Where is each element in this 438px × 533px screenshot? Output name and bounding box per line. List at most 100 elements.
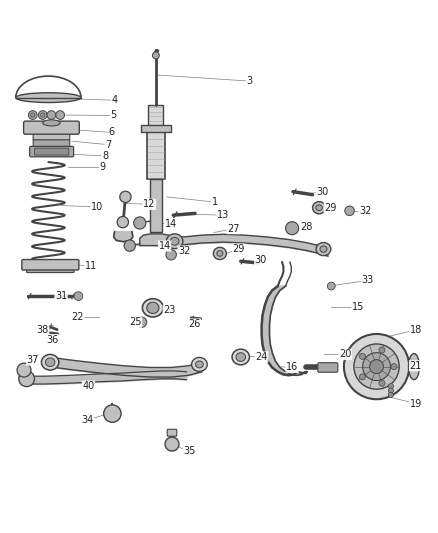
Ellipse shape (195, 361, 203, 368)
Circle shape (389, 388, 393, 393)
Text: 40: 40 (82, 381, 95, 391)
Text: 6: 6 (109, 127, 115, 138)
FancyBboxPatch shape (22, 260, 79, 270)
Circle shape (39, 111, 47, 119)
Circle shape (117, 216, 128, 228)
Text: 22: 22 (71, 312, 84, 321)
Circle shape (120, 191, 131, 203)
Text: 28: 28 (300, 222, 312, 232)
Polygon shape (261, 315, 270, 325)
Text: 38: 38 (37, 325, 49, 335)
Circle shape (47, 111, 56, 119)
Ellipse shape (16, 93, 81, 102)
FancyBboxPatch shape (141, 125, 171, 132)
Circle shape (354, 344, 399, 389)
Text: 12: 12 (143, 199, 155, 209)
Text: 4: 4 (112, 95, 118, 105)
Ellipse shape (236, 353, 246, 361)
Text: 7: 7 (105, 140, 111, 150)
Circle shape (344, 334, 409, 399)
Polygon shape (268, 361, 280, 367)
Polygon shape (294, 372, 305, 375)
Circle shape (74, 292, 83, 301)
Circle shape (104, 405, 121, 422)
Text: 30: 30 (317, 187, 328, 197)
Text: 10: 10 (91, 202, 103, 212)
Text: 35: 35 (183, 447, 196, 456)
Text: 26: 26 (188, 319, 200, 329)
Ellipse shape (320, 246, 327, 252)
Text: 13: 13 (217, 210, 230, 220)
Polygon shape (265, 353, 276, 361)
Text: 9: 9 (100, 162, 106, 172)
Text: 29: 29 (233, 244, 245, 254)
Text: 36: 36 (46, 335, 58, 345)
Text: 23: 23 (163, 305, 176, 315)
Circle shape (28, 111, 37, 119)
Polygon shape (262, 305, 272, 315)
Text: 3: 3 (247, 76, 253, 86)
FancyBboxPatch shape (33, 132, 70, 140)
Ellipse shape (409, 353, 420, 379)
FancyBboxPatch shape (167, 429, 177, 436)
Circle shape (17, 363, 31, 377)
Text: 37: 37 (27, 355, 39, 365)
FancyBboxPatch shape (148, 106, 163, 127)
Text: 1: 1 (212, 197, 218, 207)
Ellipse shape (166, 234, 183, 249)
Polygon shape (268, 290, 280, 297)
Polygon shape (261, 325, 269, 335)
Text: 16: 16 (286, 362, 298, 373)
Circle shape (41, 113, 45, 117)
Circle shape (124, 240, 135, 251)
Ellipse shape (217, 251, 223, 256)
Circle shape (379, 347, 385, 353)
Text: 31: 31 (55, 291, 67, 301)
Circle shape (345, 206, 354, 215)
Ellipse shape (213, 247, 226, 260)
Text: 18: 18 (410, 325, 422, 335)
Circle shape (166, 249, 177, 260)
Circle shape (152, 52, 159, 59)
Ellipse shape (313, 201, 325, 214)
Text: 8: 8 (102, 151, 108, 161)
Polygon shape (114, 232, 133, 241)
Circle shape (134, 217, 146, 229)
Ellipse shape (316, 243, 331, 256)
Text: 30: 30 (254, 255, 267, 265)
Text: 11: 11 (85, 261, 97, 271)
Text: 27: 27 (227, 224, 240, 233)
Circle shape (286, 222, 299, 235)
Circle shape (31, 113, 35, 117)
Text: 19: 19 (410, 399, 422, 409)
Circle shape (391, 364, 397, 370)
Ellipse shape (43, 120, 60, 126)
Text: 29: 29 (324, 203, 337, 213)
Ellipse shape (232, 349, 250, 365)
Text: 15: 15 (352, 302, 364, 312)
Text: 21: 21 (410, 361, 422, 371)
Text: 32: 32 (359, 206, 371, 216)
Text: 33: 33 (362, 276, 374, 286)
Ellipse shape (142, 298, 163, 317)
Polygon shape (265, 297, 276, 305)
Ellipse shape (191, 358, 207, 372)
Circle shape (389, 392, 393, 398)
Circle shape (370, 360, 384, 374)
Ellipse shape (46, 358, 55, 367)
Polygon shape (272, 367, 286, 372)
FancyBboxPatch shape (150, 179, 162, 232)
Polygon shape (262, 345, 272, 353)
FancyBboxPatch shape (35, 148, 69, 155)
Text: 32: 32 (178, 246, 191, 256)
FancyBboxPatch shape (30, 147, 74, 157)
FancyBboxPatch shape (147, 131, 165, 180)
FancyBboxPatch shape (27, 266, 74, 272)
Circle shape (165, 437, 179, 451)
Text: 24: 24 (255, 352, 268, 362)
Circle shape (363, 353, 391, 381)
Circle shape (389, 384, 393, 389)
Polygon shape (272, 286, 286, 290)
Text: 25: 25 (129, 317, 141, 327)
Text: 34: 34 (81, 415, 94, 425)
